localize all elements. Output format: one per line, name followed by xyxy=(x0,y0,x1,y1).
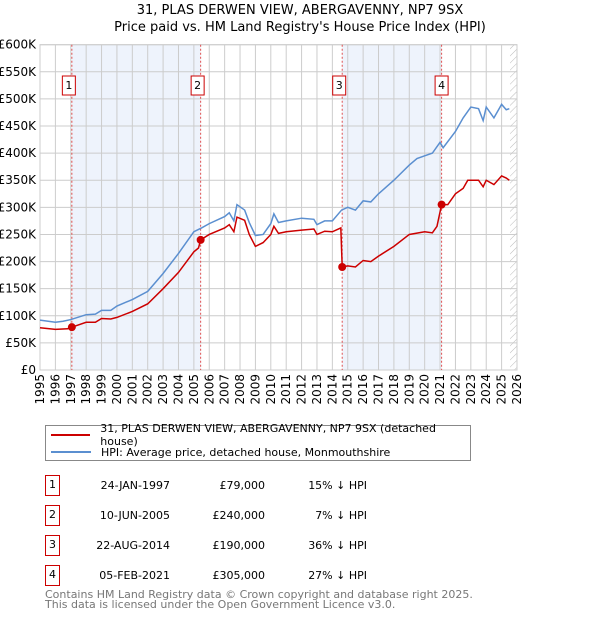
x-tick-label: 2010 xyxy=(264,374,278,405)
sale-price: £190,000 xyxy=(212,539,266,552)
sale-price: £305,000 xyxy=(212,569,266,582)
x-tick-label: 2013 xyxy=(310,374,324,405)
x-tick-label: 2016 xyxy=(356,374,370,405)
sale-point xyxy=(437,200,446,209)
x-tick-label: 2024 xyxy=(479,374,493,405)
sale-label-box xyxy=(332,75,347,96)
y-tick-label: £100K xyxy=(0,309,37,323)
sale-point xyxy=(338,262,347,271)
chart-title: 31, PLAS DERWEN VIEW, ABERGAVENNY, NP7 9… xyxy=(0,2,600,36)
sale-label: 1 xyxy=(65,79,72,92)
footer-copyright: Contains HM Land Registry data © Crown c… xyxy=(45,588,473,601)
sale-hpi-diff: 36% ↓ HPI xyxy=(308,539,367,552)
y-tick-label: £400K xyxy=(0,146,37,160)
sale-hpi-diff: 15% ↓ HPI xyxy=(308,479,367,492)
sale-label: 2 xyxy=(194,79,201,92)
x-tick-label: 1996 xyxy=(48,374,62,405)
sale-row: 1 24-JAN-1997 £79,000 15% ↓ HPI xyxy=(45,475,445,496)
legend-item-property: 31, PLAS DERWEN VIEW, ABERGAVENNY, NP7 9… xyxy=(51,422,470,448)
sale-hpi-diff: 7% ↓ HPI xyxy=(315,509,367,522)
sale-date: 10-JUN-2005 xyxy=(99,509,170,522)
x-tick-label: 2002 xyxy=(141,374,155,405)
x-tick-label: 2017 xyxy=(372,374,386,405)
sale-label-box xyxy=(61,75,76,96)
x-tick-label: 2023 xyxy=(464,374,478,405)
x-tick-label: 2026 xyxy=(510,374,524,405)
x-tick-label: 2014 xyxy=(325,374,339,405)
y-tick-label: £0 xyxy=(21,363,36,377)
sale-label: 3 xyxy=(336,79,343,92)
x-tick-label: 2009 xyxy=(248,374,262,405)
x-tick-label: 2021 xyxy=(433,374,447,405)
footer: Contains HM Land Registry data © Crown c… xyxy=(45,588,473,611)
y-tick-label: £450K xyxy=(0,119,37,133)
legend-label: 31, PLAS DERWEN VIEW, ABERGAVENNY, NP7 9… xyxy=(100,422,436,448)
x-tick-label: 2001 xyxy=(125,374,139,405)
legend-swatch-red xyxy=(51,434,91,436)
legend-item-hpi: HPI: Average price, detached house, Monm… xyxy=(51,444,390,460)
title-line-1: 31, PLAS DERWEN VIEW, ABERGAVENNY, NP7 9… xyxy=(136,3,464,18)
x-tick-label: 2025 xyxy=(495,374,509,405)
footer-licence: This data is licensed under the Open Gov… xyxy=(45,598,396,611)
x-tick-label: 1998 xyxy=(79,374,93,405)
sale-price: £240,000 xyxy=(212,509,266,522)
sale-marker-number: 2 xyxy=(45,505,60,526)
sale-row: 3 22-AUG-2014 £190,000 36% ↓ HPI xyxy=(45,535,445,556)
y-tick-label: £500K xyxy=(0,92,37,106)
x-tick-label: 2012 xyxy=(295,374,309,405)
x-tick-label: 1999 xyxy=(95,374,109,405)
x-tick-label: 2006 xyxy=(202,374,216,405)
x-tick-label: 2003 xyxy=(156,374,170,405)
y-tick-label: £250K xyxy=(0,227,37,241)
sale-row: 2 10-JUN-2005 £240,000 7% ↓ HPI xyxy=(45,505,445,526)
sale-label: 4 xyxy=(438,79,445,92)
sale-date: 22-AUG-2014 xyxy=(96,539,170,552)
x-tick-label: 2018 xyxy=(387,374,401,405)
price-paid-line xyxy=(39,174,510,331)
title-line-2: Price paid vs. HM Land Registry's House … xyxy=(114,20,486,35)
sale-date: 24-JAN-1997 xyxy=(100,479,170,492)
x-tick-label: 2022 xyxy=(448,374,462,405)
y-tick-label: £300K xyxy=(0,200,37,214)
sale-marker-number: 3 xyxy=(45,535,60,556)
sale-price: £79,000 xyxy=(219,479,266,492)
x-tick-label: 2011 xyxy=(279,374,293,405)
sale-date: 05-FEB-2021 xyxy=(99,569,170,582)
sale-point xyxy=(196,235,205,244)
sale-marker-number: 4 xyxy=(45,565,60,586)
x-tick-label: 2008 xyxy=(233,374,247,405)
legend-swatch-blue xyxy=(51,451,91,453)
sale-row: 4 05-FEB-2021 £305,000 27% ↓ HPI xyxy=(45,565,445,586)
x-tick-label: 2000 xyxy=(110,374,124,405)
x-tick-label: 1995 xyxy=(33,374,47,405)
sale-marker-number: 1 xyxy=(45,475,60,496)
x-tick-label: 2004 xyxy=(171,374,185,405)
y-tick-label: £150K xyxy=(0,282,37,296)
sale-hpi-diff: 27% ↓ HPI xyxy=(308,569,367,582)
plot-frame xyxy=(39,44,518,371)
x-tick-label: 2015 xyxy=(341,374,355,405)
y-tick-label: £600K xyxy=(0,38,37,52)
x-tick-label: 2020 xyxy=(418,374,432,405)
y-tick-label: £200K xyxy=(0,255,37,269)
y-tick-label: £550K xyxy=(0,65,37,79)
x-tick-label: 2005 xyxy=(187,374,201,405)
legend-label: HPI: Average price, detached house, Monm… xyxy=(101,445,391,459)
x-tick-label: 2007 xyxy=(218,374,232,405)
hpi-line xyxy=(39,103,510,324)
price-chart: £0 £50K £100K £150K £200K £250K £300K £350K £400… xyxy=(0,38,524,405)
chart-legend: 31, PLAS DERWEN VIEW, ABERGAVENNY, NP7 9… xyxy=(45,422,471,461)
x-tick-label: 1997 xyxy=(64,374,78,405)
y-tick-label: £50K xyxy=(5,336,37,350)
sale-label-box xyxy=(190,75,205,96)
x-tick-label: 2019 xyxy=(402,374,416,405)
sale-point xyxy=(67,323,76,332)
sale-label-box xyxy=(434,75,449,96)
y-tick-label: £350K xyxy=(0,173,37,187)
